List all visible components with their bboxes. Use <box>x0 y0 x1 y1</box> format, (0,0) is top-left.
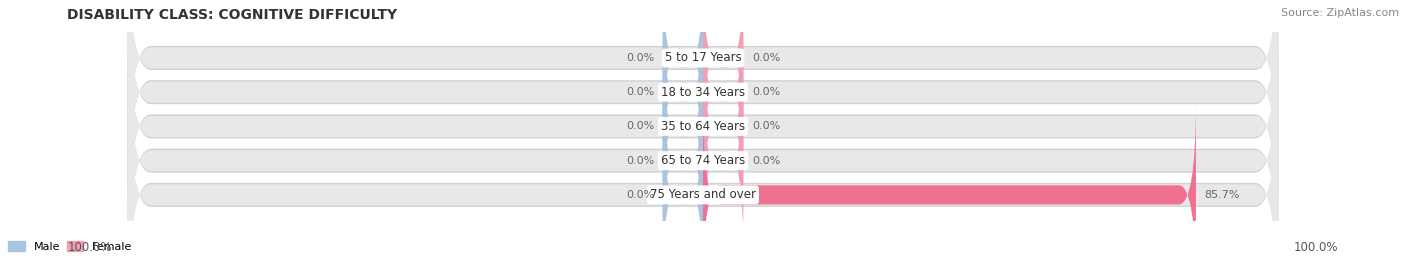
FancyBboxPatch shape <box>703 68 744 254</box>
FancyBboxPatch shape <box>128 69 1278 269</box>
FancyBboxPatch shape <box>128 70 1278 269</box>
FancyBboxPatch shape <box>128 36 1278 269</box>
Text: 0.0%: 0.0% <box>752 121 780 132</box>
FancyBboxPatch shape <box>662 33 703 220</box>
Text: 85.7%: 85.7% <box>1205 190 1240 200</box>
FancyBboxPatch shape <box>662 0 703 151</box>
Text: 100.0%: 100.0% <box>67 241 112 254</box>
Text: 75 Years and over: 75 Years and over <box>650 188 756 201</box>
FancyBboxPatch shape <box>128 0 1278 218</box>
Text: DISABILITY CLASS: COGNITIVE DIFFICULTY: DISABILITY CLASS: COGNITIVE DIFFICULTY <box>67 8 398 22</box>
Text: 0.0%: 0.0% <box>752 53 780 63</box>
Text: 5 to 17 Years: 5 to 17 Years <box>665 51 741 65</box>
FancyBboxPatch shape <box>662 0 703 185</box>
FancyBboxPatch shape <box>128 0 1278 183</box>
Legend: Male, Female: Male, Female <box>4 237 136 256</box>
FancyBboxPatch shape <box>128 34 1278 269</box>
Text: 35 to 64 Years: 35 to 64 Years <box>661 120 745 133</box>
Text: 0.0%: 0.0% <box>626 156 654 166</box>
FancyBboxPatch shape <box>703 0 744 151</box>
FancyBboxPatch shape <box>128 0 1278 253</box>
FancyBboxPatch shape <box>662 102 703 269</box>
FancyBboxPatch shape <box>703 102 1197 269</box>
Text: 0.0%: 0.0% <box>626 190 654 200</box>
Text: 0.0%: 0.0% <box>752 87 780 97</box>
Text: 0.0%: 0.0% <box>626 87 654 97</box>
FancyBboxPatch shape <box>662 68 703 254</box>
Text: 18 to 34 Years: 18 to 34 Years <box>661 86 745 99</box>
Text: 0.0%: 0.0% <box>626 121 654 132</box>
FancyBboxPatch shape <box>128 0 1278 184</box>
Text: 100.0%: 100.0% <box>1294 241 1339 254</box>
Text: 0.0%: 0.0% <box>626 53 654 63</box>
FancyBboxPatch shape <box>703 33 744 220</box>
Text: Source: ZipAtlas.com: Source: ZipAtlas.com <box>1281 8 1399 18</box>
Text: 65 to 74 Years: 65 to 74 Years <box>661 154 745 167</box>
FancyBboxPatch shape <box>128 1 1278 252</box>
FancyBboxPatch shape <box>128 0 1278 217</box>
Text: 0.0%: 0.0% <box>752 156 780 166</box>
FancyBboxPatch shape <box>703 0 744 185</box>
